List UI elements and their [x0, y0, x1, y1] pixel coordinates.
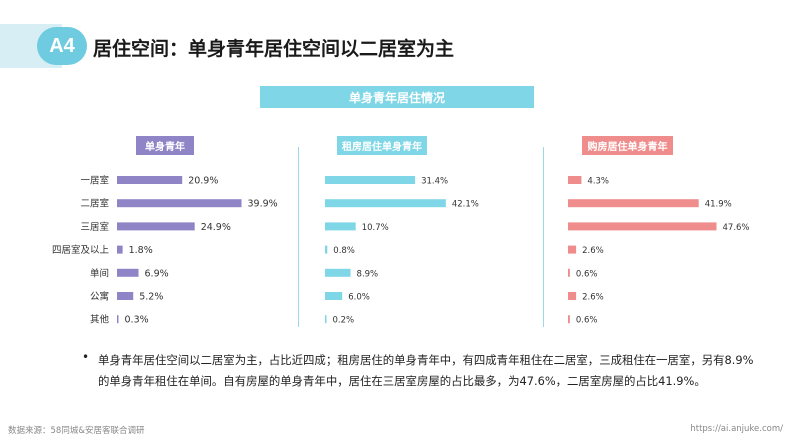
bar-single-youth — [117, 268, 139, 277]
category-label: 三居室 — [80, 221, 109, 233]
category-label: 单间 — [90, 267, 109, 279]
note-bullet: • — [82, 350, 90, 364]
data-source: 数据来源：58同城&安居客联合调研 — [8, 426, 145, 436]
summary-note: 单身青年居住空间以二居室为主，占比近四成；租房居住的单身青年中，有四成青年租住在… — [98, 350, 788, 392]
bar-single-youth — [117, 199, 242, 208]
data-label: 2.6% — [582, 246, 604, 256]
chart-title: 单身青年居住情况 — [260, 86, 534, 108]
panel-divider-1 — [298, 147, 299, 327]
bar-renters — [325, 268, 351, 277]
data-label: 0.6% — [576, 269, 598, 279]
panel-divider-2 — [543, 147, 544, 327]
bar-single-youth — [117, 315, 119, 324]
bar-renters — [325, 292, 343, 300]
bar-single-youth — [117, 292, 134, 300]
data-label: 6.9% — [145, 268, 169, 279]
data-label: 41.9% — [705, 200, 732, 210]
category-label: 四居室及以上 — [52, 244, 110, 256]
bar-renters — [325, 315, 327, 324]
bar-owners — [568, 245, 577, 254]
bar-owners — [568, 315, 570, 324]
bar-renters — [325, 222, 356, 231]
data-label: 0.3% — [125, 315, 149, 326]
data-label: 42.1% — [452, 200, 479, 210]
summary-note-line-1: 单身青年居住空间以二居室为主，占比近四成；租房居住的单身青年中，有四成青年租住在… — [98, 353, 754, 367]
source-url: https://ai.anjuke.com/ — [690, 424, 783, 434]
panel-title-owners: 购房居住单身青年 — [582, 136, 673, 155]
data-label: 0.2% — [333, 316, 355, 326]
category-label: 一居室 — [80, 175, 109, 187]
data-label: 8.9% — [357, 269, 379, 279]
bar-owners — [568, 222, 717, 231]
bar-renters — [325, 176, 416, 184]
data-label: 4.3% — [587, 177, 609, 187]
bar-single-youth — [117, 176, 183, 184]
data-label: 39.9% — [247, 199, 277, 210]
bar-single-youth — [117, 222, 195, 231]
data-label: 24.9% — [201, 222, 231, 233]
data-label: 47.6% — [723, 223, 750, 233]
data-label: 0.6% — [576, 316, 598, 326]
category-label: 二居室 — [80, 198, 109, 210]
data-label: 0.8% — [333, 246, 355, 256]
panel-title-renters: 租房居住单身青年 — [337, 136, 427, 155]
panel-title-single-youth: 单身青年 — [136, 136, 194, 155]
bar-renters — [325, 199, 446, 208]
bar-owners — [568, 268, 570, 277]
data-label: 5.2% — [139, 292, 163, 303]
bar-owners — [568, 176, 582, 184]
data-label: 6.0% — [348, 293, 370, 303]
bar-renters — [325, 245, 328, 254]
bar-single-youth — [117, 245, 123, 254]
data-label: 1.8% — [129, 245, 153, 256]
data-label: 2.6% — [582, 293, 604, 303]
bar-owners — [568, 292, 577, 300]
summary-note-line-2: 的单身青年租住在单间。自有房屋的单身青年中，居住在三居室房屋的占比最多，为47.… — [98, 374, 706, 388]
section-badge: A4 — [37, 27, 87, 65]
category-label: 其他 — [90, 314, 110, 326]
bar-owners — [568, 199, 699, 208]
category-label: 公寓 — [90, 291, 109, 303]
data-label: 20.9% — [188, 176, 218, 187]
data-label: 31.4% — [421, 177, 448, 187]
data-label: 10.7% — [362, 223, 389, 233]
page-title: 居住空间：单身青年居住空间以二居室为主 — [93, 38, 455, 60]
